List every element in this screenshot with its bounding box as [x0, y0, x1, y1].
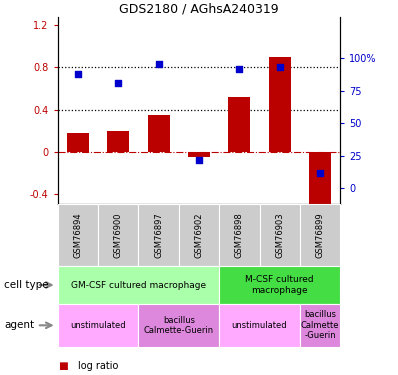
Text: unstimulated: unstimulated [232, 321, 287, 330]
Bar [269, 57, 291, 152]
Point [317, 170, 323, 176]
Text: agent: agent [4, 320, 34, 330]
Point [156, 61, 162, 67]
Text: ■: ■ [58, 361, 67, 370]
Text: GSM76897: GSM76897 [154, 212, 163, 258]
Bar [67, 133, 89, 152]
Point [196, 157, 202, 163]
Text: cell type: cell type [4, 280, 49, 290]
Text: GSM76902: GSM76902 [195, 213, 203, 258]
Point [75, 71, 81, 77]
Bar [58, 204, 98, 266]
Bar [107, 130, 129, 152]
Text: GSM76900: GSM76900 [114, 213, 123, 258]
Title: GDS2180 / AGhsA240319: GDS2180 / AGhsA240319 [119, 3, 279, 16]
Bar [300, 204, 340, 266]
Bar [188, 152, 210, 157]
Bar [219, 204, 259, 266]
Text: unstimulated: unstimulated [70, 321, 126, 330]
Bar [98, 204, 139, 266]
Point [236, 66, 242, 72]
Bar [219, 304, 300, 347]
Text: GSM76899: GSM76899 [316, 213, 325, 258]
Text: M-CSF cultured
macrophage: M-CSF cultured macrophage [246, 275, 314, 295]
Text: GSM76894: GSM76894 [73, 213, 82, 258]
Text: bacillus
Calmette-Guerin: bacillus Calmette-Guerin [144, 316, 214, 335]
Bar [300, 304, 340, 347]
Bar [58, 266, 219, 304]
Bar [139, 204, 179, 266]
Text: GSM76903: GSM76903 [275, 213, 284, 258]
Bar [58, 304, 139, 347]
Bar [309, 152, 331, 207]
Bar [259, 204, 300, 266]
Text: GM-CSF cultured macrophage: GM-CSF cultured macrophage [71, 280, 206, 290]
Point [277, 64, 283, 70]
Point [115, 80, 121, 86]
Bar [139, 304, 219, 347]
Bar [148, 115, 170, 152]
Text: GSM76898: GSM76898 [235, 212, 244, 258]
Text: log ratio: log ratio [78, 361, 118, 370]
Bar [219, 266, 340, 304]
Bar [179, 204, 219, 266]
Text: bacillus
Calmette
-Guerin: bacillus Calmette -Guerin [301, 310, 339, 340]
Bar [228, 97, 250, 152]
